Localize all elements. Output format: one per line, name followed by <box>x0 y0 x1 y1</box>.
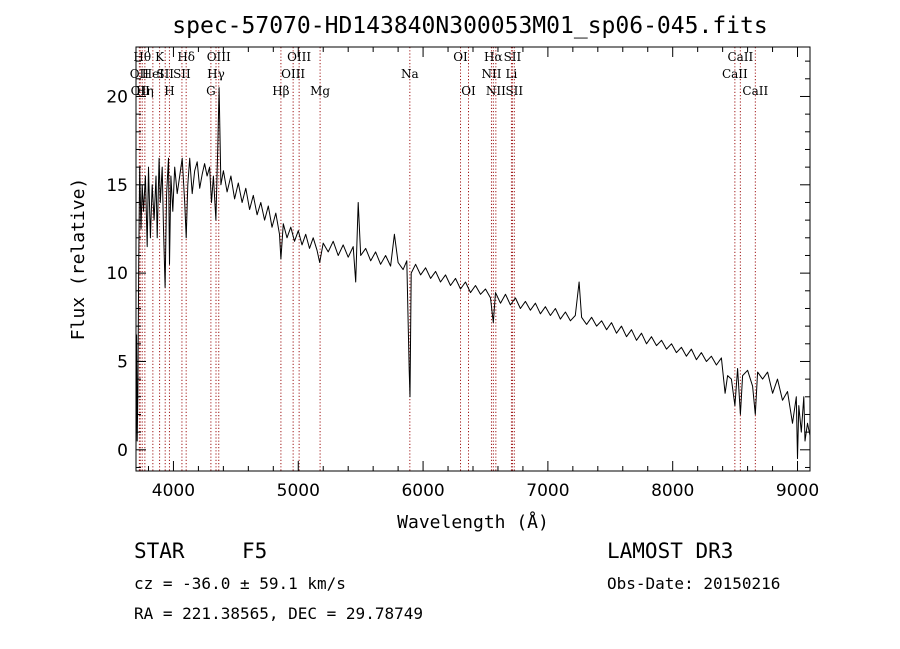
line-label-18: OI <box>453 50 468 64</box>
plot-frame <box>135 46 811 472</box>
line-label-8: Hδ <box>177 50 195 64</box>
line-label-22: NII <box>486 84 506 98</box>
line-label-7: H <box>164 84 174 98</box>
y-tick-label: 15 <box>106 176 128 196</box>
line-label-6: SII <box>156 67 174 81</box>
chart-title: spec-57070-HD143840N300053M01_sp06-045.f… <box>172 13 767 39</box>
line-label-2: Hθ <box>133 50 151 64</box>
spectral-line-labels: OIIOIIHθHηHeIKSIIHHδSIIGHγOIIIHβOIIIOIII… <box>130 50 769 98</box>
x-tick-label: 9000 <box>776 481 819 501</box>
y-tick-label: 5 <box>117 352 128 372</box>
x-axis-label: Wavelength (Å) <box>397 511 549 533</box>
x-tick-label: 8000 <box>651 481 694 501</box>
survey-name: LAMOST DR3 <box>607 539 734 563</box>
object-class: STAR <box>134 539 185 563</box>
line-label-4: HeI <box>142 67 165 81</box>
line-label-9: SII <box>173 67 191 81</box>
y-axis-label: Flux (relative) <box>68 178 89 341</box>
line-label-16: Mg <box>310 84 330 98</box>
line-label-5: K <box>155 50 165 64</box>
redshift-readout: cz = -36.0 ± 59.1 km/s <box>134 574 346 593</box>
line-label-21: Hα <box>484 50 503 64</box>
observation-date: Obs-Date: 20150216 <box>607 574 781 593</box>
y-tick-label: 0 <box>117 441 128 461</box>
line-label-11: Hγ <box>207 67 225 81</box>
line-label-3: Hη <box>136 84 154 98</box>
y-tick-label: 20 <box>106 87 128 107</box>
line-label-14: OIII <box>281 67 305 81</box>
line-label-25: SII <box>505 84 523 98</box>
coordinates-readout: RA = 221.38565, DEC = 29.78749 <box>134 604 423 623</box>
line-label-10: G <box>206 84 216 98</box>
x-tick-label: 6000 <box>401 481 444 501</box>
line-label-0: OII <box>130 67 150 81</box>
line-label-27: CaII <box>727 50 753 64</box>
line-label-15: OIII <box>287 50 311 64</box>
x-tick-label: 7000 <box>526 481 569 501</box>
spectral-line-markers <box>138 47 756 471</box>
line-label-24: SII <box>504 50 522 64</box>
y-tick-label: 10 <box>106 264 128 284</box>
line-label-23: Li <box>506 67 518 81</box>
line-label-13: Hβ <box>272 84 289 98</box>
line-label-20: NII <box>481 67 501 81</box>
axis-ticks <box>136 47 810 471</box>
line-label-19: OI <box>461 84 476 98</box>
line-label-26: CaII <box>722 67 748 81</box>
object-subclass: F5 <box>242 539 268 563</box>
line-label-1: OII <box>131 84 151 98</box>
line-label-12: OIII <box>207 50 231 64</box>
line-label-17: Na <box>401 67 419 81</box>
line-label-28: CaII <box>742 84 768 98</box>
spectrum-series-line <box>135 87 811 460</box>
x-tick-label: 5000 <box>277 481 320 501</box>
axis-tick-labels: 4000 5000 6000 7000 8000 9000 0 5 10 15 20 <box>106 87 819 501</box>
x-tick-label: 4000 <box>152 481 195 501</box>
